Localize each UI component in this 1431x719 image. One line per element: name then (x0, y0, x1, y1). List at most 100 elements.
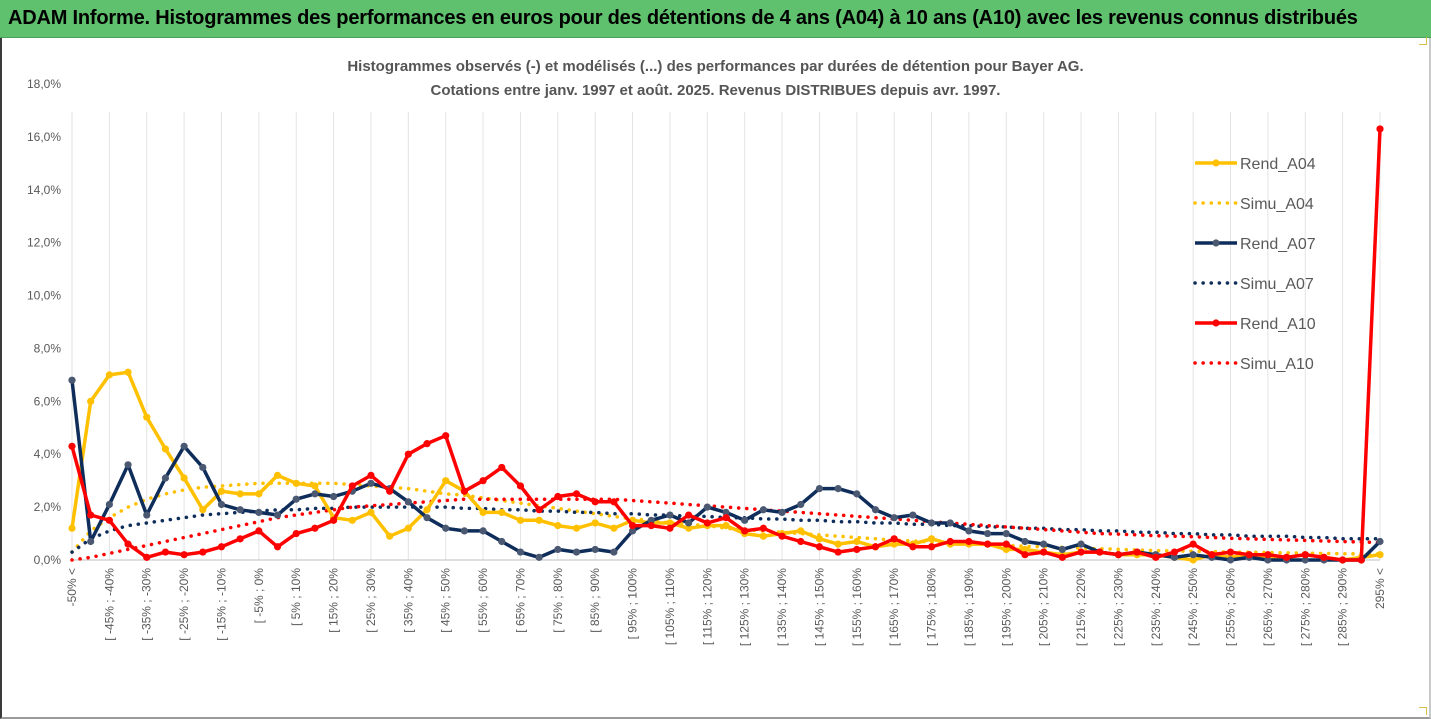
x-tick-label: [ 115% ; 120% (700, 568, 714, 645)
data-point-rend-a07 (479, 527, 487, 535)
corner-handle-bottom-right[interactable] (1419, 707, 1427, 715)
data-point-rend-a07 (1021, 537, 1029, 546)
series-line-rend-a10 (70, 128, 1382, 562)
data-point-rend-a10 (68, 442, 76, 450)
data-point-rend-a07 (759, 506, 767, 514)
y-tick-label: 0,0% (34, 553, 62, 567)
data-point-rend-a04 (1021, 545, 1029, 554)
data-point-rend-a07 (236, 506, 244, 514)
corner-handle-top-right[interactable] (1419, 37, 1427, 45)
legend-label-simu-a10: Simu_A10 (1240, 356, 1314, 373)
data-point-rend-a10 (759, 524, 767, 532)
x-tick-label: [ 135% ; 140% (775, 568, 789, 646)
x-tick-label: [ 75% ; 80% (551, 568, 565, 633)
data-point-rend-a10 (423, 440, 431, 448)
data-point-rend-a07 (87, 537, 95, 546)
data-point-rend-a04 (124, 368, 132, 376)
x-tick-label: [ 65% ; 70% (513, 568, 527, 633)
data-point-rend-a07 (946, 519, 954, 527)
legend-label-rend-a10: Rend_A10 (1240, 316, 1316, 333)
data-point-rend-a04 (479, 508, 487, 516)
data-point-rend-a10 (292, 529, 300, 538)
data-point-rend-a04 (236, 490, 244, 498)
data-point-rend-a07 (853, 490, 861, 498)
legend-label-rend-a04: Rend_A04 (1240, 156, 1316, 173)
data-point-rend-a04 (890, 540, 898, 548)
data-point-rend-a10 (815, 543, 824, 551)
data-point-rend-a07 (498, 537, 506, 546)
data-point-rend-a04 (834, 540, 842, 548)
data-point-rend-a07 (965, 527, 973, 535)
data-point-rend-a04 (199, 506, 207, 514)
data-point-rend-a10 (871, 543, 880, 551)
data-point-rend-a10 (797, 537, 805, 546)
data-point-rend-a07 (367, 479, 375, 487)
series-line-rend-a04 (70, 370, 1381, 562)
data-point-rend-a04 (404, 524, 412, 532)
data-point-rend-a07 (628, 527, 637, 535)
y-tick-label: 16,0% (27, 130, 61, 144)
x-tick-label: [ -35% ; -30% (140, 568, 154, 641)
data-point-rend-a07 (217, 500, 226, 509)
data-point-rend-a07 (685, 519, 693, 527)
data-point-rend-a07 (1170, 553, 1179, 561)
x-tick-label: [ 95% ; 100% (626, 568, 640, 640)
data-point-rend-a04 (161, 445, 170, 453)
x-tick-label: [ -15% ; -10% (214, 568, 228, 641)
chart-area (0, 37, 1431, 719)
data-point-rend-a07 (105, 500, 113, 509)
data-point-rend-a07 (1189, 551, 1197, 559)
data-point-rend-a10 (1058, 553, 1066, 561)
x-tick-label: [ 285% ; 290% (1336, 568, 1350, 646)
data-point-rend-a04 (217, 487, 226, 495)
data-point-rend-a07 (909, 511, 917, 519)
data-point-rend-a10 (703, 519, 711, 527)
x-tick-label: [ 255% ; 260% (1224, 568, 1238, 646)
legend-marker-rend-a04 (1212, 159, 1220, 167)
data-point-rend-a10 (628, 522, 637, 530)
data-point-rend-a04 (1376, 551, 1384, 559)
data-point-rend-a04 (498, 508, 506, 516)
x-tick-label: [ 25% ; 30% (364, 568, 378, 633)
data-point-rend-a04 (685, 524, 693, 532)
data-point-rend-a10 (647, 522, 655, 530)
data-point-rend-a10 (1170, 548, 1179, 556)
data-point-rend-a10 (273, 543, 282, 551)
data-point-rend-a04 (180, 474, 188, 482)
data-point-rend-a10 (386, 487, 394, 495)
x-tick-label: [ 245% ; 250% (1186, 568, 1200, 646)
data-point-rend-a10 (479, 477, 487, 485)
data-point-rend-a10 (1152, 553, 1160, 561)
data-point-rend-a10 (1282, 553, 1291, 561)
data-point-rend-a10 (1245, 551, 1253, 559)
x-tick-label: [ 145% ; 150% (812, 568, 826, 646)
y-tick-label: 14,0% (27, 183, 61, 197)
data-point-rend-a07 (330, 492, 338, 501)
x-tick-label: [ 45% ; 50% (439, 568, 453, 633)
data-point-rend-a07 (834, 485, 842, 493)
x-tick-label: [ 175% ; 180% (925, 568, 939, 646)
y-tick-label: 8,0% (34, 341, 62, 355)
data-point-rend-a07 (984, 529, 992, 538)
data-point-rend-a07 (1058, 545, 1066, 554)
data-point-rend-a10 (330, 516, 338, 524)
data-point-rend-a10 (1376, 125, 1384, 133)
data-point-rend-a10 (591, 498, 599, 506)
chart-title-line2: Cotations entre janv. 1997 et août. 2025… (430, 82, 1001, 99)
data-point-rend-a10 (1077, 548, 1085, 556)
data-point-rend-a10 (778, 532, 786, 540)
data-point-rend-a07 (311, 490, 319, 498)
data-point-rend-a10 (1021, 551, 1029, 559)
y-tick-label: 4,0% (34, 447, 62, 461)
data-point-rend-a10 (311, 524, 319, 532)
data-point-rend-a07 (1226, 556, 1235, 564)
data-point-rend-a04 (311, 482, 319, 490)
data-point-rend-a10 (1114, 551, 1122, 559)
data-point-rend-a04 (105, 371, 113, 379)
data-point-rend-a07 (1077, 540, 1085, 548)
data-point-rend-a04 (87, 397, 95, 405)
data-point-rend-a10 (535, 506, 543, 514)
x-tick-label: 295% < (1373, 568, 1387, 609)
data-point-rend-a07 (292, 495, 300, 503)
data-point-rend-a07 (1301, 556, 1309, 564)
